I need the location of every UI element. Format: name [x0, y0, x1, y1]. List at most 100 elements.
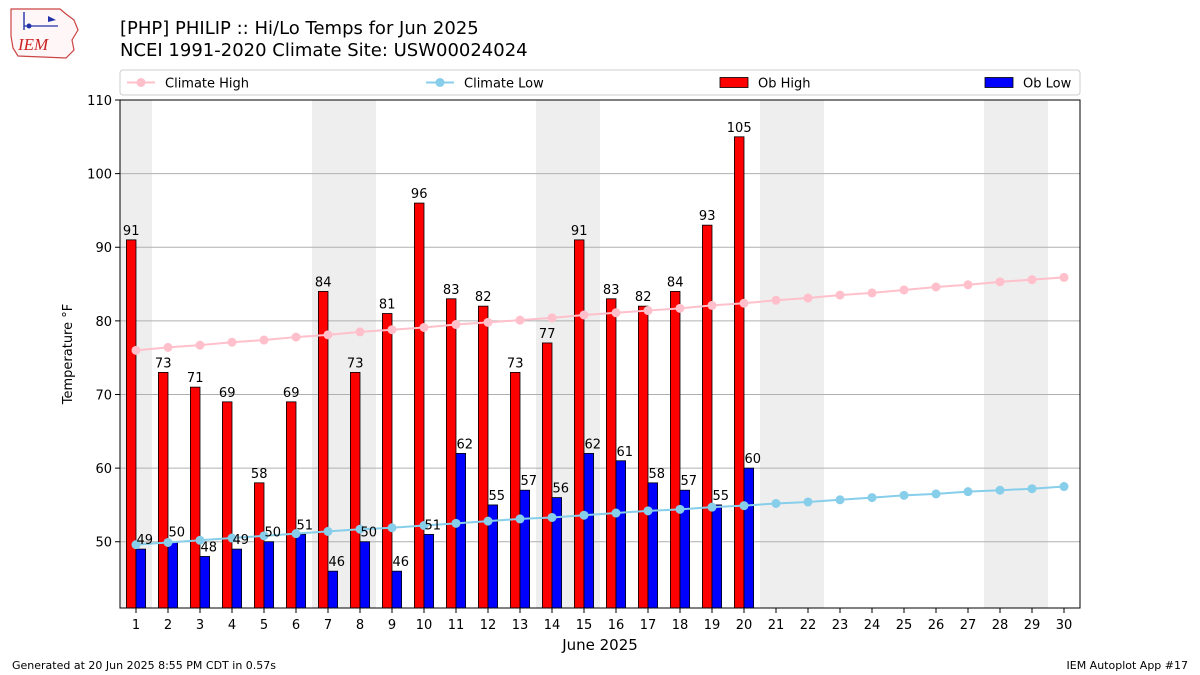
ob-high-bar [221, 401, 233, 608]
climate-high-point [611, 308, 621, 318]
climate-low-point [995, 485, 1005, 495]
x-tick-label: 25 [896, 618, 913, 633]
ob-low-value-label: 55 [713, 489, 730, 504]
ob-low-value-label: 55 [489, 489, 506, 504]
climate-low-point [771, 498, 781, 508]
legend-climate-high-label: Climate High [165, 77, 249, 92]
legend-box [119, 69, 1081, 96]
ob-high-value-label: 69 [283, 386, 300, 401]
climate-high-point [1027, 275, 1037, 285]
climate-low-point [195, 535, 205, 545]
climate-high-point [675, 303, 685, 313]
ob-high-bar [445, 298, 457, 608]
x-tick-label: 15 [576, 618, 593, 633]
climate-low-point [291, 529, 301, 539]
ob-high-bar [157, 372, 169, 608]
ob-low-value-label: 46 [393, 555, 410, 570]
ob-high-bar [349, 372, 361, 608]
weekend-band [1016, 100, 1048, 608]
x-tick-label: 12 [480, 618, 497, 633]
ob-low-value-label: 56 [553, 482, 570, 497]
climate-high-point [419, 322, 429, 332]
ob-low-value-label: 57 [681, 474, 698, 489]
x-tick-label: 21 [768, 618, 785, 633]
y-tick-label: 80 [95, 315, 112, 330]
climate-low-point [739, 501, 749, 511]
ob-low-value-label: 62 [457, 437, 474, 452]
legend-ob-low-label: Ob Low [1023, 77, 1072, 92]
ob-low-value-label: 61 [617, 445, 634, 460]
ob-high-value-label: 93 [699, 209, 716, 224]
ob-high-bar [189, 386, 201, 608]
climate-low-point [259, 531, 269, 541]
ob-high-bar [509, 372, 521, 608]
x-axis-label: June 2025 [561, 636, 638, 654]
ob-low-value-label: 48 [201, 540, 218, 555]
ob-low-value-label: 46 [329, 555, 346, 570]
climate-high-point [579, 310, 589, 320]
climate-high-point [195, 340, 205, 350]
climate-high-point [1059, 272, 1069, 282]
ob-high-bar [542, 342, 553, 608]
climate-high-point [515, 315, 525, 325]
ob-high-bar [670, 291, 681, 608]
ob-low-value-label: 50 [265, 526, 282, 541]
ob-low-value-label: 49 [137, 533, 154, 548]
climate-low-point [579, 510, 589, 520]
y-tick-label: 50 [95, 536, 112, 551]
x-tick-label: 14 [544, 618, 561, 633]
climate-low-point [515, 514, 525, 524]
ob-low-bar [199, 556, 211, 608]
ob-high-bar [413, 202, 425, 608]
ob-low-bar [551, 497, 563, 608]
ob-high-bar [638, 305, 649, 608]
ob-low-value-label: 62 [585, 437, 602, 452]
x-tick-label: 11 [448, 618, 465, 633]
ob-low-bar [359, 541, 371, 608]
app-credit: IEM Autoplot App #17 [1066, 659, 1189, 672]
climate-high-point [131, 345, 141, 355]
ob-low-bar [135, 548, 147, 608]
climate-high-point [707, 300, 717, 310]
ob-high-value-label: 77 [539, 327, 556, 342]
climate-low-point [1059, 482, 1069, 492]
legend-climate-low-marker [435, 78, 445, 87]
y-tick-label: 100 [87, 168, 112, 183]
ob-low-value-label: 49 [233, 533, 250, 548]
climate-high-point [291, 332, 301, 342]
ob-low-value-label: 50 [169, 526, 186, 541]
ob-low-value-label: 57 [521, 474, 538, 489]
ob-high-bar [574, 239, 585, 608]
y-tick-label: 70 [95, 388, 112, 403]
x-tick-label: 16 [608, 618, 625, 633]
x-tick-label: 22 [800, 618, 817, 633]
ob-low-bar [455, 452, 467, 608]
climate-high-point [771, 295, 781, 305]
ob-low-bar [231, 548, 243, 608]
ob-high-bar [126, 239, 137, 608]
ob-low-value-label: 51 [297, 518, 314, 533]
legend-ob-high-label: Ob High [758, 77, 811, 92]
climate-low-point [419, 521, 429, 531]
chart-title: [PHP] PHILIP :: Hi/Lo Temps for Jun 2025 [120, 18, 479, 39]
ob-low-bar [679, 489, 691, 608]
x-tick-label: 26 [928, 618, 945, 633]
ob-high-value-label: 73 [347, 356, 364, 371]
x-tick-label: 19 [704, 618, 721, 633]
ob-low-value-label: 60 [745, 452, 762, 467]
ob-high-bar [253, 482, 265, 608]
x-tick-label: 6 [292, 618, 300, 633]
ob-high-bar [606, 298, 617, 608]
ob-high-bar [702, 224, 713, 608]
climate-low-point [355, 524, 365, 534]
ob-low-bar [583, 452, 595, 608]
climate-high-point [643, 306, 653, 316]
x-tick-label: 10 [416, 618, 433, 633]
plot-frame [119, 99, 1081, 609]
climate-high-point [387, 325, 397, 335]
x-tick-label: 9 [388, 618, 396, 633]
climate-low-point [675, 504, 685, 514]
ob-high-value-label: 96 [411, 187, 428, 202]
x-tick-label: 30 [1056, 618, 1073, 633]
